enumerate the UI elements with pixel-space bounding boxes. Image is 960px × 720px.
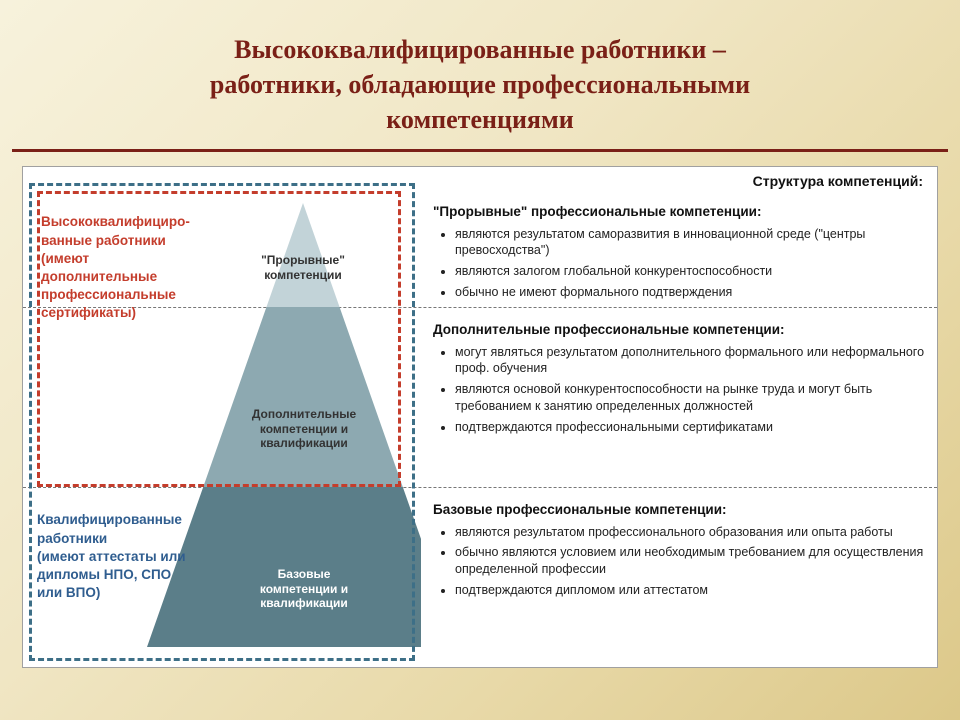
content-panel: Структура компетенций: "Прорывные" компе…	[22, 166, 938, 668]
section-breakthrough: "Прорывные" профессиональные компетенции…	[433, 197, 927, 305]
right-column: "Прорывные" профессиональные компетенции…	[421, 167, 937, 667]
section-title-2: Базовые профессиональные компетенции:	[433, 501, 927, 519]
pyramid-label-top: "Прорывные" компетенции	[223, 253, 383, 282]
title-rule	[12, 149, 948, 152]
bullet-list-2: являются результатом профессионального о…	[455, 524, 927, 600]
title-line-1: Высококвалифицированные работники –	[234, 35, 726, 64]
bullet: могут являться результатом дополнительно…	[455, 344, 927, 378]
slide-title: Высококвалифицированные работники – рабо…	[0, 0, 960, 149]
bullet: обычно являются условием или необходимым…	[455, 544, 927, 578]
highly-qualified-label: Высококвалифициро- ванные работники (име…	[41, 213, 209, 322]
section-title-1: Дополнительные профессиональные компетен…	[433, 321, 927, 339]
qualified-label: Квалифицированные работники (имеют аттес…	[37, 511, 227, 602]
left-column: "Прорывные" компетенции Дополнительные к…	[23, 167, 421, 667]
section-title-0: "Прорывные" профессиональные компетенции…	[433, 203, 927, 221]
section-additional: Дополнительные профессиональные компетен…	[433, 315, 927, 440]
bullet: обычно не имеют формального подтверждени…	[455, 284, 927, 301]
bullet: являются результатом профессионального о…	[455, 524, 927, 541]
bullet: являются результатом саморазвития в инно…	[455, 226, 927, 260]
section-basic: Базовые профессиональные компетенции: яв…	[433, 495, 927, 603]
bullet: подтверждаются дипломом или аттестатом	[455, 582, 927, 599]
bullet: являются основой конкурентоспособности н…	[455, 381, 927, 415]
bullet-list-1: могут являться результатом дополнительно…	[455, 344, 927, 436]
title-line-2: работники, обладающие профессиональными	[210, 70, 750, 99]
bullet-list-0: являются результатом саморазвития в инно…	[455, 226, 927, 302]
bullet: являются залогом глобальной конкурентосп…	[455, 263, 927, 280]
title-line-3: компетенциями	[386, 105, 573, 134]
bullet: подтверждаются профессиональными сертифи…	[455, 419, 927, 436]
pyramid-label-middle: Дополнительные компетенции и квалификаци…	[229, 407, 379, 450]
pyramid-label-base: Базовые компетенции и квалификации	[229, 567, 379, 610]
